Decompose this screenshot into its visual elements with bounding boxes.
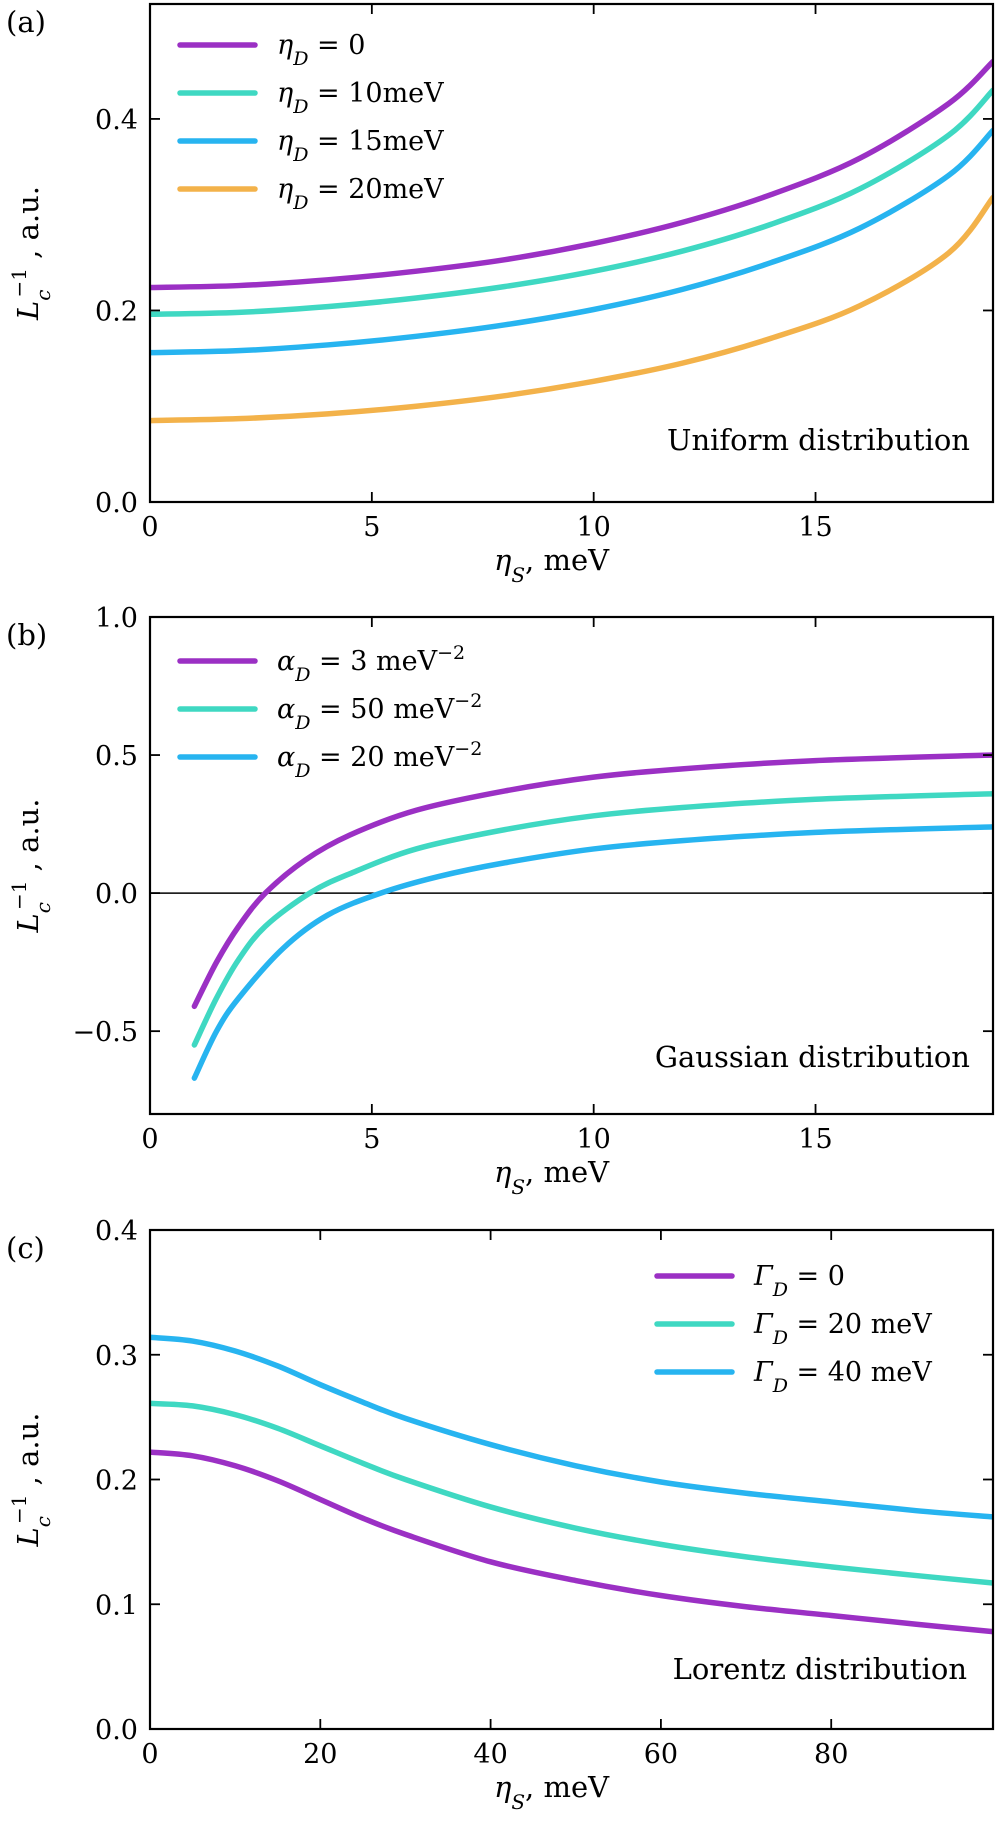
panel-label: (b) <box>6 618 47 652</box>
y-tick-label: 0.1 <box>95 1590 138 1621</box>
x-tick-label: 5 <box>363 512 380 543</box>
panel-a: 0 5 10 15 0.0 0.2 0.4 ηS, meV Lc−1 , a.u. (a) ηD =… <box>6 2 995 587</box>
axes-frame <box>148 615 995 1116</box>
legend-label: ΓD = 40 meV <box>753 1357 932 1397</box>
legend-label: ηD = 15meV <box>277 126 444 166</box>
x-tick-label: 0 <box>141 1124 158 1155</box>
series-line-2 <box>150 127 993 356</box>
y-axis-label: Lc−1 , a.u. <box>7 798 55 933</box>
legend: ΓD = 0 ΓD = 20 meV ΓD = 40 meV <box>654 1261 932 1397</box>
x-axis-label: ηS, meV <box>494 543 610 587</box>
panel-label: (a) <box>6 5 46 39</box>
panel-label: (c) <box>6 1231 45 1265</box>
series-line-0 <box>150 58 993 291</box>
x-tick-label: 20 <box>303 1739 337 1770</box>
series-line-2 <box>150 1334 993 1520</box>
series-line-0 <box>150 1449 993 1635</box>
axes-frame <box>148 2 995 504</box>
series-line-3 <box>150 194 993 424</box>
x-tick-label: 60 <box>644 1739 678 1770</box>
legend-label: αD = 50 meV−2 <box>277 690 482 734</box>
x-tick-label: 80 <box>814 1739 848 1770</box>
y-tick-label: 0.0 <box>95 879 138 910</box>
legend-label: ΓD = 20 meV <box>753 1309 932 1349</box>
legend-label: ηD = 20meV <box>277 174 444 214</box>
panel-b: 0 5 10 15 −0.5 0.0 0.5 1.0 ηS, meV Lc−1 , a.u. (b)… <box>6 603 995 1199</box>
x-tick-label: 0 <box>141 1739 158 1770</box>
legend: ηD = 0 ηD = 10meV ηD = 15meV ηD = 20meV <box>177 30 444 214</box>
y-tick-label: −0.5 <box>72 1017 138 1048</box>
series-line-1 <box>150 1400 993 1586</box>
panel-c: 0 20 40 60 80 0.0 0.1 0.2 0.3 0.4 ηS, meV Lc−1 , a.… <box>6 1216 995 1814</box>
x-tick-label: 15 <box>798 512 832 543</box>
distribution-annotation: Gaussian distribution <box>655 1040 970 1074</box>
distribution-annotation: Uniform distribution <box>667 423 970 457</box>
legend-label: αD = 3 meV−2 <box>277 642 465 686</box>
y-tick-label: 0.5 <box>95 741 138 772</box>
legend-label: αD = 20 meV−2 <box>277 738 482 782</box>
y-axis-label: Lc−1 , a.u. <box>7 1412 55 1547</box>
legend: αD = 3 meV−2αD = 50 meV−2αD = 20 meV−2 <box>177 642 482 782</box>
y-tick-label: 0.4 <box>95 1216 138 1247</box>
x-axis-label: ηS, meV <box>494 1155 610 1199</box>
y-tick-label: 0.2 <box>95 1466 138 1497</box>
x-tick-label: 15 <box>798 1124 832 1155</box>
x-tick-label: 40 <box>473 1739 507 1770</box>
x-tick-label: 10 <box>577 1124 611 1155</box>
distribution-annotation: Lorentz distribution <box>673 1652 967 1686</box>
x-tick-label: 5 <box>363 1124 380 1155</box>
legend-label: ηD = 0 <box>277 30 365 70</box>
y-axis-label: Lc−1 , a.u. <box>7 186 55 321</box>
y-tick-label: 0.4 <box>95 105 138 136</box>
x-tick-label: 10 <box>577 512 611 543</box>
y-tick-label: 0.2 <box>95 296 138 327</box>
series-line-0 <box>191 752 993 1010</box>
x-tick-label: 0 <box>141 512 158 543</box>
y-tick-label: 0.3 <box>95 1341 138 1372</box>
x-axis-label: ηS, meV <box>494 1770 610 1814</box>
series-line-1 <box>191 790 993 1048</box>
y-tick-label: 1.0 <box>95 603 138 634</box>
legend-label: ΓD = 0 <box>753 1261 845 1301</box>
series-line-2 <box>191 824 993 1081</box>
y-tick-label: 0.0 <box>95 1715 138 1746</box>
legend-label: ηD = 10meV <box>277 78 444 118</box>
y-tick-label: 0.0 <box>95 488 138 519</box>
series-line-1 <box>150 87 993 318</box>
